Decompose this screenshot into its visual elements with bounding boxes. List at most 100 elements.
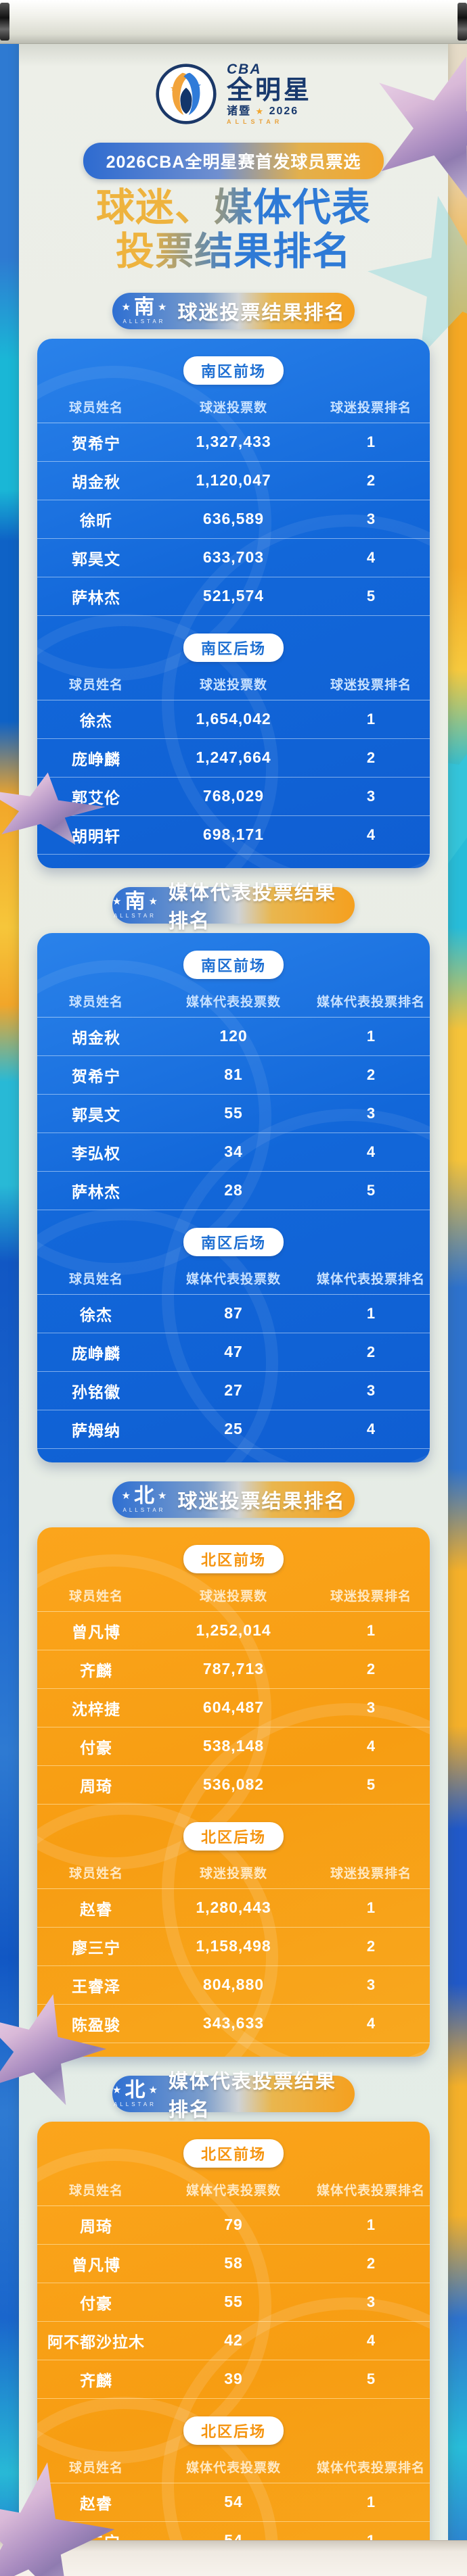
vote-rank-cell: 3 — [366, 787, 376, 805]
vote-rank-cell: 1 — [366, 1304, 376, 1322]
column-header: 球员姓名 — [68, 1590, 123, 1604]
player-name-cell: 赵睿 — [80, 2494, 112, 2512]
player-name-cell: 胡金秋 — [72, 1028, 120, 1047]
table-row: 胡金秋 1,120,047 2 — [37, 462, 430, 500]
vote-count-cell: 34 — [224, 1143, 243, 1161]
column-header: 球迷投票数 — [199, 1590, 267, 1604]
logo-allstar-cn: 全明星 — [226, 76, 312, 105]
column-header: 媒体代表投票数 — [185, 2184, 281, 2199]
vote-rank-cell: 4 — [366, 1420, 376, 1437]
vote-count-cell: 54 — [224, 2493, 243, 2511]
table-header-row: 球员姓名 球迷投票数 球迷投票排名 — [37, 1580, 430, 1612]
section-pill-title: 球迷投票结果排名 — [177, 302, 346, 324]
logo-star-icon: ★ — [255, 106, 265, 116]
player-name-cell: 廖三宁 — [72, 1938, 120, 1957]
result-card: 南区前场 球员姓名 球迷投票数 球迷投票排名 贺希宁 1,327,433 1 胡金秋 1,1… — [37, 338, 430, 868]
region-star-left-icon: ★ — [121, 1490, 131, 1502]
vote-count-cell: 27 — [224, 1381, 243, 1400]
subtable: 南区后场 球员姓名 媒体代表投票数 媒体代表投票排名 徐杰 87 1 庞峥麟 47 2 孙铭徽 2… — [37, 1210, 430, 1449]
vote-rank-cell: 1 — [366, 1621, 376, 1639]
region-star-right-icon: ★ — [148, 2084, 158, 2097]
table-row: 付豪 538,148 4 — [37, 1727, 430, 1766]
vote-rank-cell: 4 — [366, 1143, 376, 1160]
vote-count-cell: 87 — [224, 1304, 243, 1322]
vote-rank-cell: 4 — [366, 548, 376, 566]
table-row: 胡明轩 698,171 4 — [37, 816, 430, 855]
logo-year: 2026 — [269, 105, 299, 117]
player-name-cell: 萨林杰 — [72, 1183, 120, 1201]
column-header: 球员姓名 — [68, 1272, 123, 1287]
vote-count-cell: 81 — [224, 1066, 243, 1084]
player-name-cell: 周琦 — [80, 2217, 112, 2235]
table-row: 廖三宁 1,158,498 2 — [37, 1928, 430, 1966]
region-star-right-icon: ★ — [157, 1490, 167, 1502]
region-char: 南 — [125, 890, 146, 913]
player-name-cell: 徐昕 — [80, 511, 112, 529]
table-row: 萨姆纳 25 4 — [37, 1410, 430, 1449]
logo-cba-text: CBA — [226, 62, 262, 77]
section-header-pill: ★ 南 ★ ALLSTAR 球迷投票结果排名 — [112, 292, 355, 329]
column-header: 球员姓名 — [68, 2184, 123, 2199]
player-name-cell: 庞峥麟 — [72, 750, 120, 768]
vote-count-cell: 536,082 — [202, 1775, 265, 1794]
vote-rank-cell: 5 — [366, 1775, 376, 1793]
vote-count-cell: 636,589 — [202, 510, 265, 528]
logo-allstar-en: ALLSTAR — [226, 118, 284, 125]
logo-host-year: 诸暨 ★ 2026 — [227, 106, 312, 117]
page-title: 球迷、媒体代表 投票结果排名 — [19, 186, 448, 274]
region-char: 北 — [125, 2078, 146, 2101]
column-header: 媒体代表投票排名 — [316, 995, 425, 1010]
column-header: 球迷投票数 — [199, 401, 267, 416]
player-name-cell: 曾凡博 — [72, 1623, 120, 1641]
player-name-cell: 赵睿 — [80, 1900, 112, 1918]
scroll-pin-right-icon — [458, 3, 467, 41]
region-badge: ★ 南 ★ ALLSTAR — [112, 890, 158, 919]
region-char: 北 — [133, 1484, 154, 1507]
table-row: 曾凡博 58 2 — [37, 2245, 430, 2283]
subtable-title-pill: 南区后场 — [183, 633, 284, 662]
subtable-title-pill: 南区前场 — [183, 356, 284, 385]
vote-count-cell: 47 — [224, 1343, 243, 1361]
sections: ★ 南 ★ ALLSTAR 球迷投票结果排名 南区前场 球员姓名 球迷投票数 球迷投… — [19, 292, 448, 2576]
table-row: 庞峥麟 1,247,664 2 — [37, 739, 430, 778]
region-star-right-icon: ★ — [148, 896, 158, 908]
table-row: 付豪 55 3 — [37, 2283, 430, 2322]
vote-rank-cell: 1 — [366, 1899, 376, 1916]
column-header: 球迷投票排名 — [330, 401, 412, 416]
player-name-cell: 齐麟 — [80, 2371, 112, 2389]
vote-section: ★ 南 ★ ALLSTAR 媒体代表投票结果排名 南区前场 球员姓名 媒体代表投票… — [19, 882, 448, 1462]
table-row: 胡金秋 120 1 — [37, 1018, 430, 1056]
vote-rank-cell: 2 — [366, 1066, 376, 1083]
subtable-title-pill: 南区后场 — [183, 1227, 284, 1256]
logo-host-city: 诸暨 — [226, 105, 251, 117]
vote-count-cell: 1,247,664 — [196, 748, 271, 767]
player-name-cell: 庞峥麟 — [72, 1344, 120, 1362]
player-name-cell: 沈梓捷 — [72, 1700, 120, 1718]
player-name-cell: 付豪 — [80, 2294, 112, 2312]
vote-count-cell: 633,703 — [202, 548, 265, 567]
vote-rank-cell: 1 — [366, 2216, 376, 2233]
column-header: 球员姓名 — [68, 2461, 123, 2476]
vote-count-cell: 1,280,443 — [196, 1899, 271, 1917]
region-star-left-icon: ★ — [121, 302, 131, 314]
allstar-emblem-icon: ★ ★ — [156, 63, 217, 124]
subtable-title-pill: 南区前场 — [183, 950, 284, 979]
column-header: 媒体代表投票数 — [185, 2461, 281, 2476]
table-row: 徐杰 1,654,042 1 — [37, 700, 430, 739]
column-header: 球迷投票排名 — [330, 678, 412, 693]
vote-count-cell: 768,029 — [202, 787, 265, 805]
vote-rank-cell: 4 — [366, 2014, 376, 2032]
poster-content: ★ ★ CBA 全明星 诸暨 ★ 2026 ALLSTAR 2026CBA全明星… — [19, 35, 448, 2576]
vote-count-cell: 521,574 — [202, 587, 265, 605]
vote-rank-cell: 4 — [366, 1737, 376, 1755]
table-row: 沈梓捷 604,487 3 — [37, 1689, 430, 1727]
table-row: 贺希宁 1,327,433 1 — [37, 423, 430, 462]
vote-rank-cell: 3 — [366, 2293, 376, 2310]
result-card: 北区前场 球员姓名 球迷投票数 球迷投票排名 曾凡博 1,252,014 1 齐麟 787,… — [37, 1527, 430, 2057]
column-header: 球迷投票排名 — [330, 1867, 412, 1882]
vote-rank-cell: 2 — [366, 1343, 376, 1360]
table-row: 萨林杰 28 5 — [37, 1172, 430, 1210]
player-name-cell: 萨姆纳 — [72, 1421, 120, 1439]
region-star-right-icon: ★ — [157, 302, 167, 314]
